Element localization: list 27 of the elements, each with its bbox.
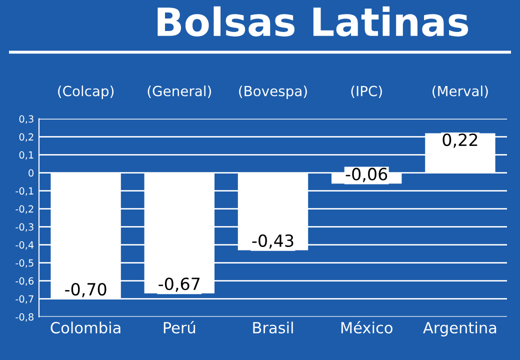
- x-tick-label: Brasil: [253, 322, 293, 334]
- data-label: -0,43: [252, 234, 294, 249]
- data-label: -0,70: [65, 282, 106, 298]
- chart-title: Bolsas Latinas: [158, 6, 468, 36]
- text: (IPC): [351, 86, 382, 98]
- y-tick-label: -0,6: [16, 277, 34, 286]
- y-tick-label: 0,3: [19, 115, 34, 124]
- text: (Colcap): [58, 86, 114, 99]
- x-tick-label: Perú: [164, 321, 196, 334]
- y-tick-label: -0,8: [16, 313, 34, 322]
- y-tick-label: -0,5: [16, 259, 34, 268]
- data-label: -0,67: [158, 278, 200, 292]
- y-tick-label: -0,7: [16, 295, 34, 304]
- y-tick-label: 0,1: [19, 151, 34, 160]
- y-tick-label: -0,2: [16, 205, 34, 214]
- text: (Bovespa): [239, 86, 307, 99]
- y-tick-label: -0,3: [16, 223, 34, 232]
- text: (Merval): [432, 86, 488, 98]
- y-tick-label: 0: [28, 169, 34, 177]
- x-tick-label: México: [341, 321, 392, 334]
- y-tick-label: -0,4: [16, 241, 34, 250]
- x-tick-label: Colombia: [50, 322, 120, 334]
- data-label: 0,22: [442, 133, 478, 148]
- x-tick-label: Argentina: [423, 322, 496, 336]
- text: (General): [148, 86, 211, 98]
- y-tick-label: -0,1: [16, 187, 34, 196]
- y-tick-label: 0,2: [19, 133, 34, 142]
